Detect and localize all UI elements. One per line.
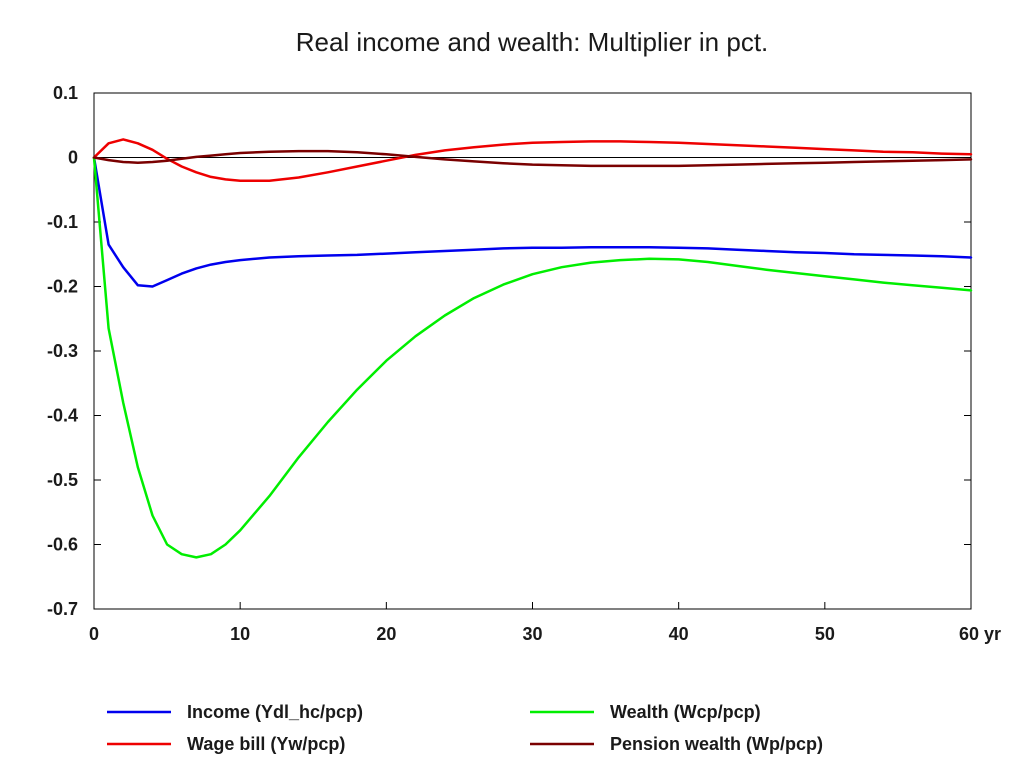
series-line-3 — [92, 156, 973, 559]
chart-title: Real income and wealth: Multiplier in pc… — [296, 27, 769, 57]
y-tick-label: -0.3 — [47, 341, 78, 361]
legend-label-1: Income (Ydl_hc/pcp) — [187, 702, 363, 722]
x-tick-label: 40 — [669, 624, 689, 644]
plot-area: 0.1 0 -0.1 -0.2 -0.3 -0.4 -0.5 -0.6 -0.7 0 10 20 30 4… — [47, 83, 1001, 644]
y-tick-label: 0 — [68, 148, 78, 168]
x-tick-label: 10 — [230, 624, 250, 644]
x-tick-label: 30 — [522, 624, 542, 644]
series-line-4 — [92, 149, 973, 168]
y-tick-label: -0.6 — [47, 535, 78, 555]
x-tick-label: 20 — [376, 624, 396, 644]
y-tick-label: 0.1 — [53, 83, 78, 103]
x-tick-label: 50 — [815, 624, 835, 644]
y-tick-label: -0.1 — [47, 212, 78, 232]
legend-label-2: Wage bill (Yw/pcp) — [187, 734, 345, 754]
legend: Income (Ydl_hc/pcp) Wage bill (Yw/pcp) Wea… — [107, 702, 823, 754]
y-tick-label: -0.5 — [47, 470, 78, 490]
series-line-1 — [92, 156, 973, 288]
y-tick-label: -0.4 — [47, 406, 78, 426]
legend-label-3: Wealth (Wcp/pcp) — [610, 702, 761, 722]
x-tick-label: 60 yr — [959, 624, 1001, 644]
x-tick-label: 0 — [89, 624, 99, 644]
y-tick-label: -0.7 — [47, 599, 78, 619]
series-line-2 — [92, 138, 973, 182]
y-tick-label: -0.2 — [47, 277, 78, 297]
legend-label-4: Pension wealth (Wp/pcp) — [610, 734, 823, 754]
